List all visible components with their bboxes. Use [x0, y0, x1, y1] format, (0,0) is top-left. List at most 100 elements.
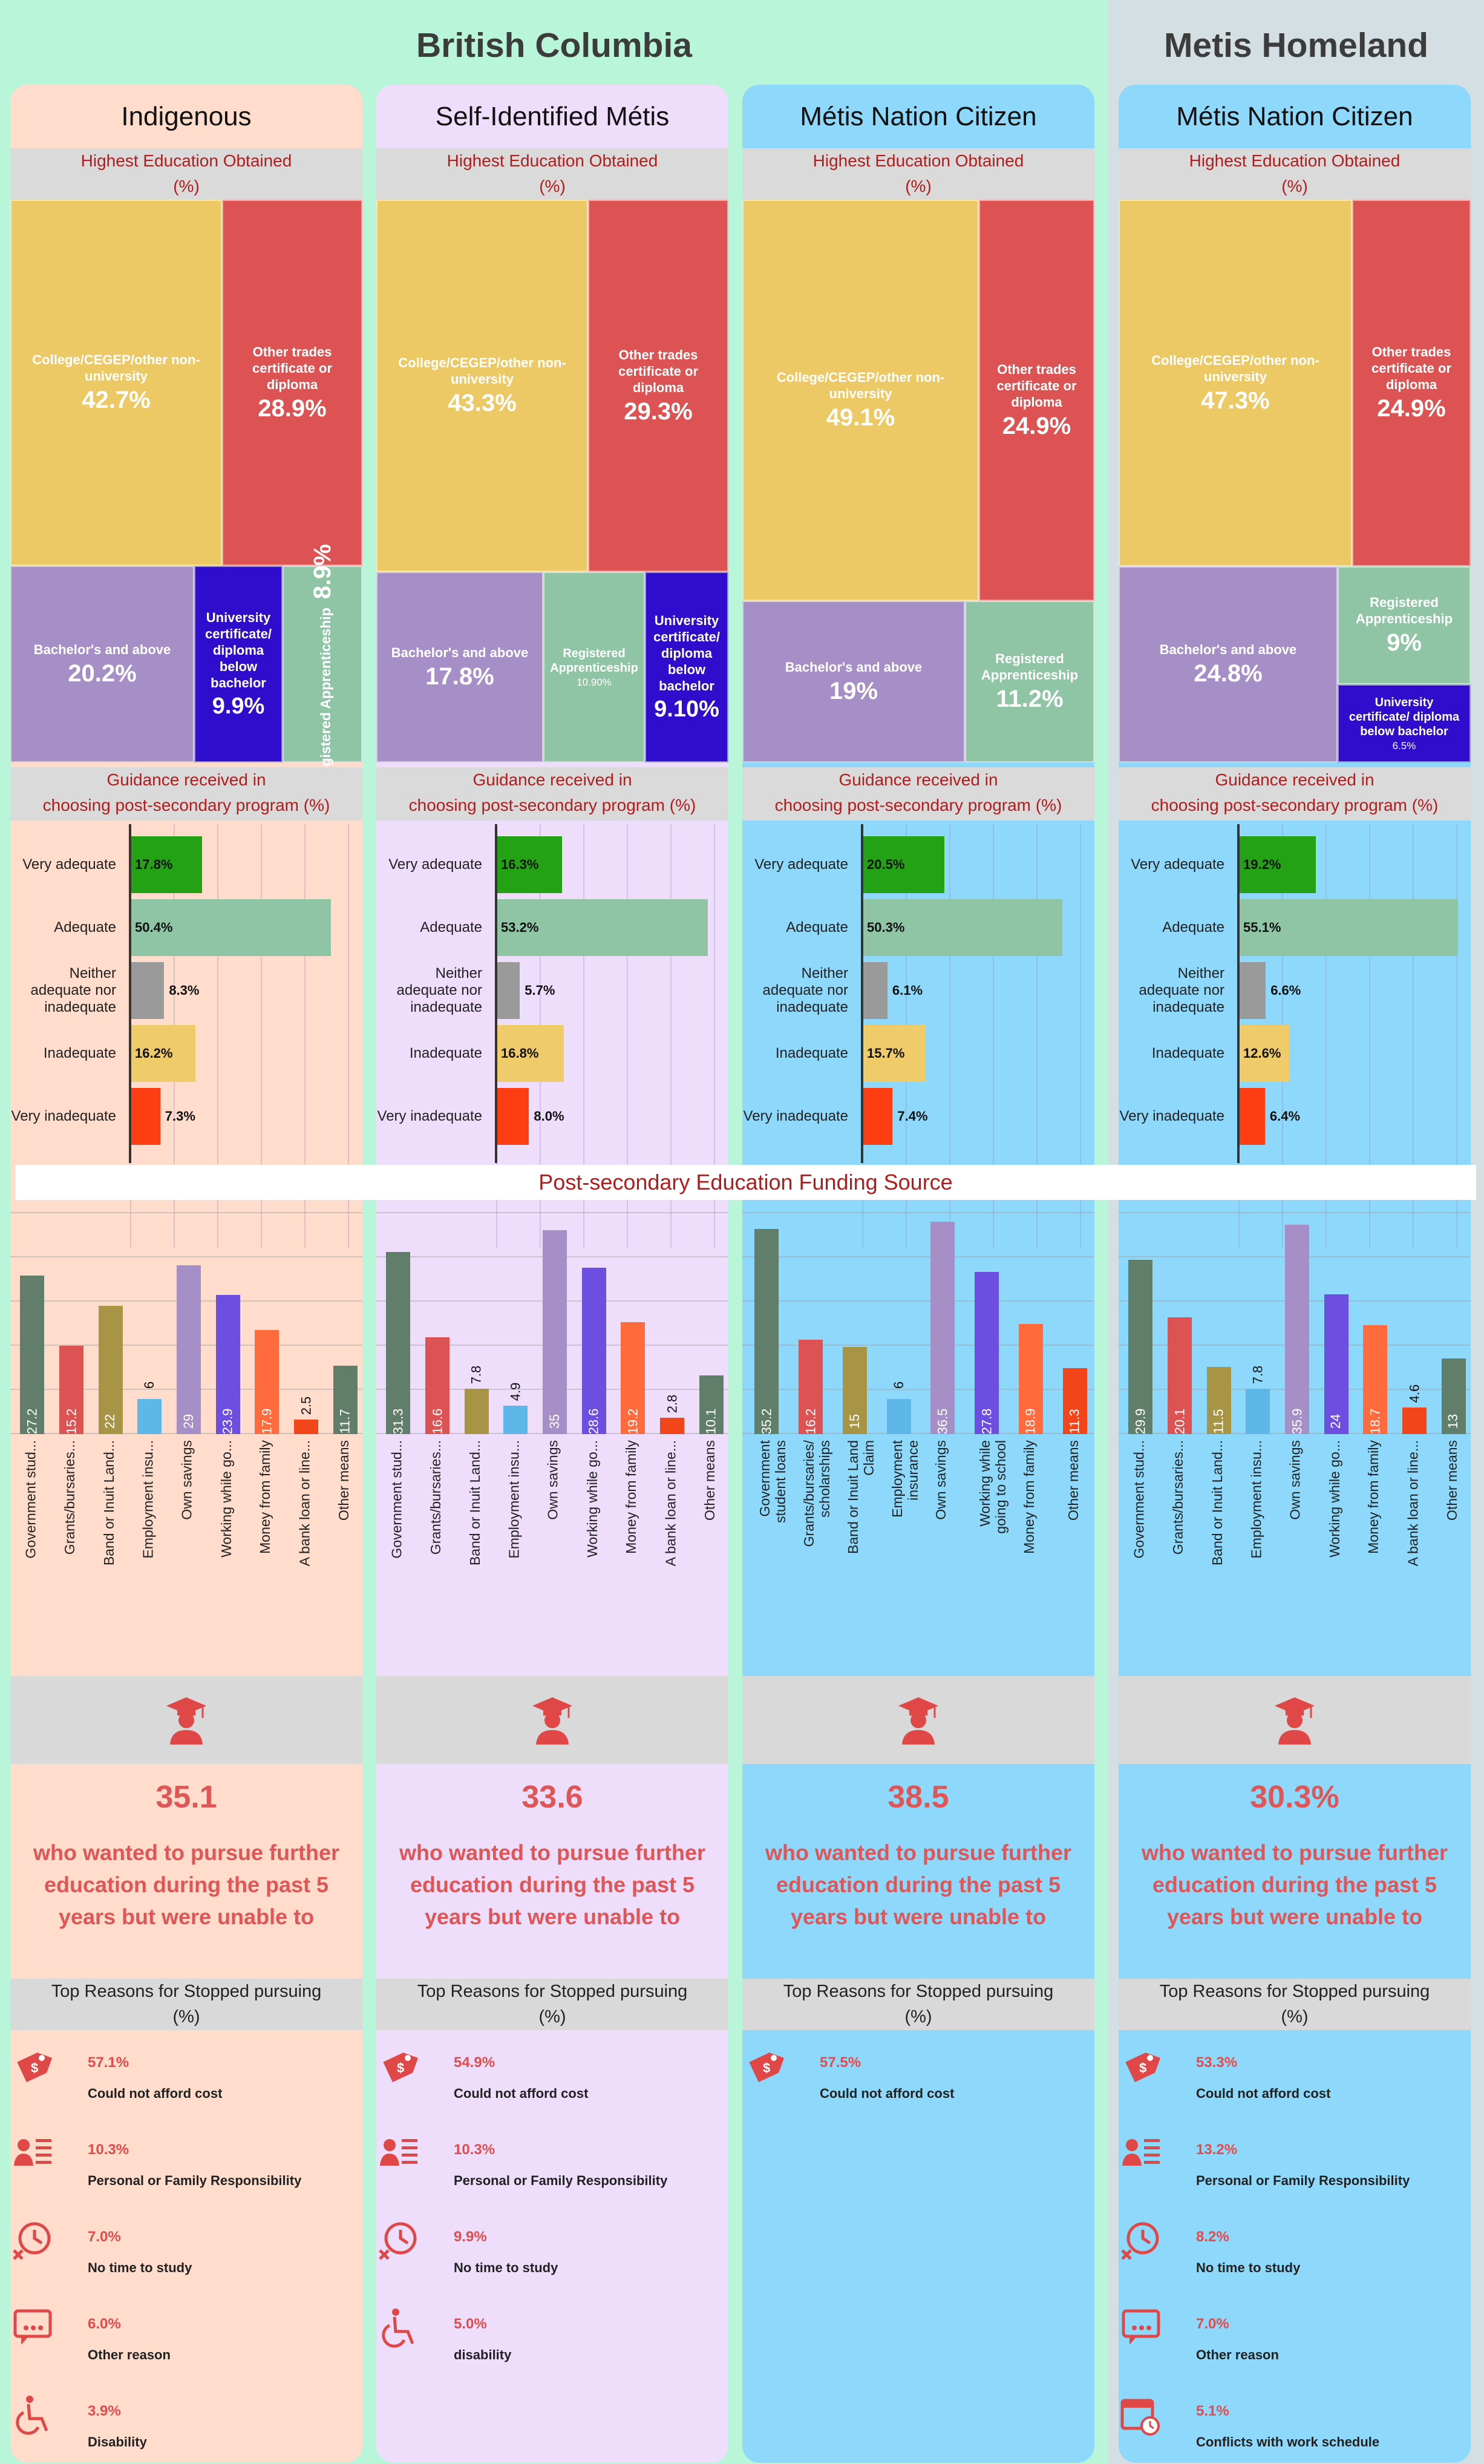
funding-value-label: 2.5	[294, 1396, 318, 1415]
gridline	[1325, 824, 1327, 1248]
guidance-title-line2: choosing post-secondary program (%)	[42, 796, 330, 814]
reason-text: Other reason	[88, 2347, 171, 2362]
funding-value-label: 36.5	[930, 1409, 955, 1435]
funding-value-label: 19.2	[621, 1409, 645, 1435]
funding-bar	[842, 1346, 867, 1434]
funding-category: Band or Inuit Land...	[465, 1440, 489, 1670]
guidance-title: Guidance received in	[106, 770, 266, 789]
funding-value-label: 15	[843, 1414, 867, 1429]
reason-percent: 8.2%	[1196, 2229, 1229, 2245]
gridline	[10, 1256, 362, 1257]
education-title-band: Highest Education Obtained (%)	[742, 148, 1094, 200]
tile-value: 8.9%	[309, 544, 336, 600]
guidance-bar	[131, 899, 331, 956]
funding-value-text: 4.6	[1407, 1384, 1422, 1403]
reason-percent: 53.3%	[1196, 2054, 1238, 2071]
treemap-tile-college: College/CEGEP/other non-university 49.1%	[742, 200, 979, 601]
reason-text: Disability	[88, 2434, 147, 2449]
reason-row: 10.3% Personal or Family Responsibility	[10, 2139, 362, 2226]
gridline	[261, 824, 262, 1248]
guidance-value-label: 7.3%	[165, 1109, 195, 1124]
gridline	[1413, 824, 1414, 1248]
funding-category-label: Grants/bursaries/ scholarships	[801, 1440, 833, 1547]
funding-value-text: 4.9	[508, 1382, 523, 1401]
tile-value: 24.9%	[1002, 412, 1071, 439]
tile-value: 42.7%	[82, 387, 151, 413]
guidance-bar	[497, 1088, 529, 1145]
funding-category-label: Employment insu...	[506, 1440, 522, 1559]
reason-row: 8.2% No time to study	[1119, 2222, 1471, 2313]
funding-category-label: A bank loan or line...	[1405, 1440, 1420, 1567]
tile-label: Other trades certificate or diploma	[996, 361, 1077, 410]
gridline	[1456, 824, 1457, 1248]
funding-value-label: 22	[99, 1414, 123, 1429]
tile-label: Other trades certificate or diploma	[1371, 344, 1452, 392]
guidance-axis	[1237, 824, 1240, 1163]
tile-label: College/CEGEP/other non-university	[32, 352, 200, 384]
guidance-value-label: 20.5%	[867, 857, 905, 872]
funding-value-label: 31.3	[386, 1409, 410, 1435]
reason-text: Could not afford cost	[454, 2086, 589, 2101]
chat-dots-icon	[1120, 2307, 1162, 2350]
gridline	[742, 1389, 1094, 1390]
tile-value: 17.8%	[425, 663, 494, 690]
funding-value-label: 2.8	[660, 1395, 684, 1414]
funding-category: Employment insu...	[503, 1440, 528, 1670]
funding-category-label: Employment insu...	[140, 1440, 156, 1559]
tile-value: 43.3%	[448, 390, 517, 416]
reasons-title: Top Reasons for Stopped pursuing	[51, 1982, 322, 2001]
treemap-tile-univ-below: University certificate/ diploma below ba…	[194, 566, 283, 762]
guidance-category-label: Inadequate	[775, 1045, 848, 1061]
funding-value-label: 6	[887, 1377, 911, 1393]
reason-percent: 7.0%	[88, 2229, 121, 2245]
guidance-bar	[131, 1025, 196, 1082]
funding-value-text: 35.9	[1289, 1408, 1305, 1435]
funding-value-text: 24	[1328, 1414, 1344, 1429]
gridline	[670, 824, 672, 1248]
funding-bar	[886, 1399, 911, 1434]
tile-label: Registered Apprenticeship	[550, 646, 638, 675]
tile-value: 9%	[1387, 629, 1422, 656]
tile-value: 24.9%	[1377, 395, 1446, 422]
funding-category: Working while go...	[582, 1440, 606, 1670]
reason-row: 7.0% Other reason	[1119, 2309, 1471, 2400]
funding-value-text: 27.2	[24, 1408, 40, 1435]
funding-category: Grants/bursaries...	[59, 1440, 83, 1670]
tile-value: 9.10%	[654, 696, 719, 722]
tile-label: College/CEGEP/other non-university	[398, 355, 566, 387]
svg-text:$: $	[397, 2060, 404, 2076]
pct-unable-value: 33.6	[521, 1780, 583, 1815]
funding-bar	[543, 1230, 567, 1434]
funding-bar	[1018, 1324, 1043, 1434]
graduate-icon	[1273, 1696, 1316, 1745]
treemap-tile-bachelor: Bachelor's and above 17.8%	[376, 572, 543, 762]
funding-value-label: 17.9	[255, 1409, 279, 1435]
funding-bar	[581, 1267, 606, 1434]
gridline	[217, 824, 218, 1248]
funding-value-text: 7.8	[1250, 1365, 1266, 1384]
guidance-value-label: 17.8%	[135, 857, 173, 872]
funding-category: Working while go...	[1324, 1440, 1348, 1670]
funding-value-text: 6	[891, 1381, 906, 1389]
graduation-band	[1119, 1676, 1471, 1764]
funding-category-label: Other means	[701, 1440, 717, 1521]
graduate-icon	[165, 1696, 208, 1745]
guidance-category-label: Very adequate	[22, 856, 116, 873]
guidance-title: Guidance received in	[472, 770, 632, 789]
reason-text: No time to study	[454, 2260, 558, 2275]
funding-value-label: 28.6	[582, 1409, 606, 1435]
tile-value: 28.9%	[258, 395, 327, 422]
reason-percent: 13.2%	[1196, 2141, 1238, 2158]
tile-value: 49.1%	[826, 404, 895, 431]
funding-category-label: Own savings	[933, 1440, 949, 1520]
education-unit: (%)	[1281, 177, 1308, 195]
reasons-unit: (%)	[172, 2007, 200, 2027]
funding-bar	[754, 1229, 779, 1434]
funding-category-labels: Government stud... Grants/bursaries... Ban…	[1119, 1440, 1471, 1682]
funding-category: Grants/bursaries...	[425, 1440, 449, 1670]
funding-value-text: 2.5	[298, 1396, 313, 1415]
tile-label: University certificate/ diploma below ba…	[1348, 695, 1460, 738]
column-metis-nation-citizen-bc: Métis Nation Citizen Highest Education Ob…	[742, 85, 1094, 2463]
funding-value-text: 18.7	[1367, 1408, 1383, 1435]
funding-category-label: Other means	[1065, 1440, 1081, 1521]
